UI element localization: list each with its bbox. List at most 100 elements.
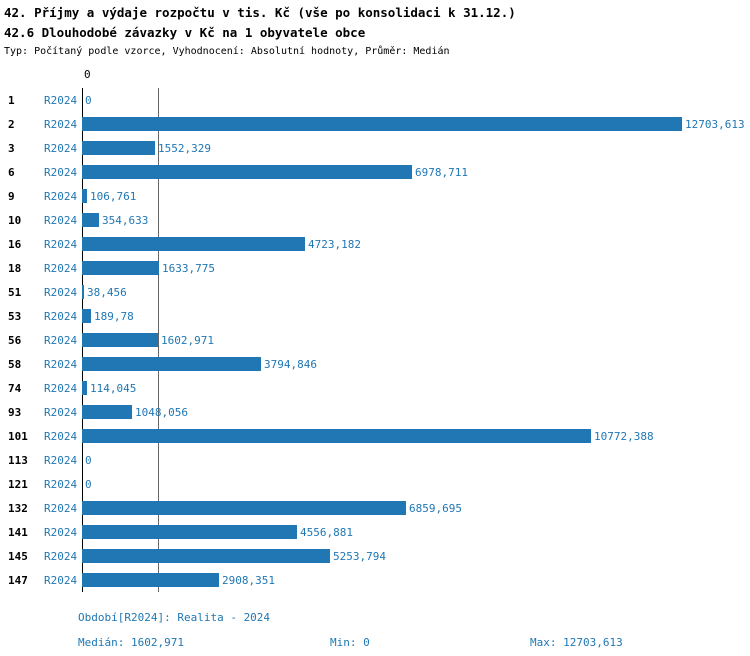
bar-track: 4723,182 <box>82 232 750 256</box>
bar-value-label: 106,761 <box>90 189 137 203</box>
footer-min: Min: 0 <box>330 636 370 649</box>
row-category-label: 9 <box>8 189 15 203</box>
x-axis-tick-zero: 0 <box>84 68 91 81</box>
bar-rows: 1 R2024 0 2 R2024 12703,613 3 R2024 1552… <box>0 88 750 592</box>
bar <box>82 309 91 323</box>
row-category-label: 2 <box>8 117 15 131</box>
row-category-label: 113 <box>8 453 28 467</box>
bar-value-label: 0 <box>85 93 92 107</box>
row-category-label: 56 <box>8 333 22 347</box>
row-series-label: R2024 <box>44 525 78 539</box>
bar-track: 1048,056 <box>82 400 750 424</box>
bar-value-label: 2908,351 <box>222 573 275 587</box>
bar-value-label: 4723,182 <box>308 237 361 251</box>
bar-value-label: 1552,329 <box>158 141 211 155</box>
bar-value-label: 1633,775 <box>162 261 215 275</box>
bar <box>82 141 155 155</box>
bar-value-label: 10772,388 <box>594 429 654 443</box>
footer-median: Medián: 1602,971 <box>78 636 184 649</box>
chart-subtitle: Typ: Počítaný podle vzorce, Vyhodnocení:… <box>4 46 450 57</box>
bar <box>82 357 261 371</box>
row-category-label: 121 <box>8 477 28 491</box>
row-category-label: 10 <box>8 213 22 227</box>
row-category-label: 16 <box>8 237 22 251</box>
bar-value-label: 4556,881 <box>300 525 353 539</box>
bar-track: 3794,846 <box>82 352 750 376</box>
bar-track: 106,761 <box>82 184 750 208</box>
bar-track: 114,045 <box>82 376 750 400</box>
chart-row: 9 R2024 106,761 <box>0 184 750 208</box>
bar-track: 1602,971 <box>82 328 750 352</box>
bar <box>82 429 591 443</box>
bar-value-label: 189,78 <box>94 309 134 323</box>
chart-row: 16 R2024 4723,182 <box>0 232 750 256</box>
row-series-label: R2024 <box>44 141 78 155</box>
bar <box>82 189 87 203</box>
row-series-label: R2024 <box>44 117 78 131</box>
bar-track: 12703,613 <box>82 112 750 136</box>
row-series-label: R2024 <box>44 309 78 323</box>
row-category-label: 74 <box>8 381 22 395</box>
bar-track: 1633,775 <box>82 256 750 280</box>
chart-row: 53 R2024 189,78 <box>0 304 750 328</box>
row-series-label: R2024 <box>44 573 78 587</box>
row-series-label: R2024 <box>44 189 78 203</box>
bar <box>82 501 406 515</box>
bar-track: 0 <box>82 472 750 496</box>
bar-track: 1552,329 <box>82 136 750 160</box>
chart-row: 141 R2024 4556,881 <box>0 520 750 544</box>
bar-value-label: 0 <box>85 477 92 491</box>
row-category-label: 101 <box>8 429 28 443</box>
chart-row: 1 R2024 0 <box>0 88 750 112</box>
bar-value-label: 6859,695 <box>409 501 462 515</box>
row-category-label: 132 <box>8 501 28 515</box>
row-series-label: R2024 <box>44 549 78 563</box>
row-category-label: 3 <box>8 141 15 155</box>
chart-row: 132 R2024 6859,695 <box>0 496 750 520</box>
row-series-label: R2024 <box>44 357 78 371</box>
bar-track: 6859,695 <box>82 496 750 520</box>
bar-track: 10772,388 <box>82 424 750 448</box>
bar-track: 6978,711 <box>82 160 750 184</box>
row-category-label: 93 <box>8 405 22 419</box>
row-category-label: 53 <box>8 309 22 323</box>
bar <box>82 333 158 347</box>
bar <box>82 285 84 299</box>
bar-track: 0 <box>82 88 750 112</box>
chart-row: 58 R2024 3794,846 <box>0 352 750 376</box>
row-series-label: R2024 <box>44 333 78 347</box>
bar-value-label: 5253,794 <box>333 549 386 563</box>
row-series-label: R2024 <box>44 477 78 491</box>
row-series-label: R2024 <box>44 213 78 227</box>
bar-value-label: 38,456 <box>87 285 127 299</box>
chart-row: 145 R2024 5253,794 <box>0 544 750 568</box>
bar-value-label: 1048,056 <box>135 405 188 419</box>
bar-value-label: 1602,971 <box>161 333 214 347</box>
bar <box>82 261 159 275</box>
bar-value-label: 6978,711 <box>415 165 468 179</box>
bar-track: 354,633 <box>82 208 750 232</box>
row-category-label: 1 <box>8 93 15 107</box>
row-series-label: R2024 <box>44 405 78 419</box>
bar <box>82 117 682 131</box>
bar-value-label: 12703,613 <box>685 117 745 131</box>
row-category-label: 58 <box>8 357 22 371</box>
row-category-label: 18 <box>8 261 22 275</box>
chart-row: 51 R2024 38,456 <box>0 280 750 304</box>
bar-value-label: 0 <box>85 453 92 467</box>
chart-row: 56 R2024 1602,971 <box>0 328 750 352</box>
chart-row: 147 R2024 2908,351 <box>0 568 750 592</box>
row-series-label: R2024 <box>44 93 78 107</box>
median-gridline <box>158 88 159 592</box>
bar-value-label: 3794,846 <box>264 357 317 371</box>
bar-track: 0 <box>82 448 750 472</box>
chart-row: 93 R2024 1048,056 <box>0 400 750 424</box>
chart-row: 101 R2024 10772,388 <box>0 424 750 448</box>
chart-row: 113 R2024 0 <box>0 448 750 472</box>
bar <box>82 525 297 539</box>
bar <box>82 381 87 395</box>
chart-title-line2: 42.6 Dlouhodobé závazky v Kč na 1 obyvat… <box>4 25 366 40</box>
row-series-label: R2024 <box>44 165 78 179</box>
chart-row: 10 R2024 354,633 <box>0 208 750 232</box>
